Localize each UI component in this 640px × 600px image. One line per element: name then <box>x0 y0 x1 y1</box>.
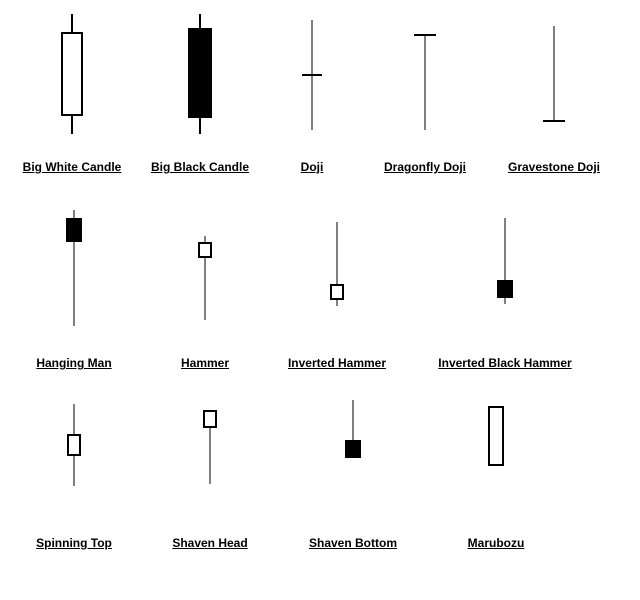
candle-cell: Shaven Bottom <box>288 400 418 550</box>
candle-cell: Big Black Candle <box>140 14 260 174</box>
candle-icon <box>14 400 134 510</box>
candle-icon <box>150 210 260 330</box>
candle-icon <box>272 210 402 330</box>
candle-icon <box>140 14 260 134</box>
candle-cell: Shaven Head <box>150 400 270 550</box>
candle-icon <box>262 14 362 134</box>
candle-cell: Marubozu <box>436 400 556 550</box>
candle-cell: Spinning Top <box>14 400 134 550</box>
candle-label: Dragonfly Doji <box>370 160 480 174</box>
candle-cell: Gravestone Doji <box>494 14 614 174</box>
candle-cell: Dragonfly Doji <box>370 14 480 174</box>
candle-label: Big White Candle <box>12 160 132 174</box>
candle-label: Shaven Bottom <box>288 536 418 550</box>
candle-icon <box>370 14 480 134</box>
candle-cell: Big White Candle <box>12 14 132 174</box>
candle-cell: Inverted Black Hammer <box>420 210 590 370</box>
candle-icon <box>436 400 556 510</box>
candle-label: Shaven Head <box>150 536 270 550</box>
candle-cell: Hanging Man <box>14 210 134 370</box>
candle-label: Spinning Top <box>14 536 134 550</box>
candlestick-diagram: Big White Candle Big Black CandleDoji Drag… <box>0 0 640 600</box>
candle-icon <box>150 400 270 510</box>
candle-label: Gravestone Doji <box>494 160 614 174</box>
candle-label: Inverted Black Hammer <box>420 356 590 370</box>
candle-label: Hanging Man <box>14 356 134 370</box>
candle-label: Big Black Candle <box>140 160 260 174</box>
candle-label: Inverted Hammer <box>272 356 402 370</box>
candle-label: Hammer <box>150 356 260 370</box>
candle-icon <box>14 210 134 330</box>
candle-label: Marubozu <box>436 536 556 550</box>
candle-icon <box>12 14 132 134</box>
candle-cell: Doji <box>262 14 362 174</box>
candle-cell: Inverted Hammer <box>272 210 402 370</box>
candle-label: Doji <box>262 160 362 174</box>
candle-icon <box>494 14 614 134</box>
candle-icon <box>288 400 418 510</box>
candle-cell: Hammer <box>150 210 260 370</box>
candle-icon <box>420 210 590 330</box>
